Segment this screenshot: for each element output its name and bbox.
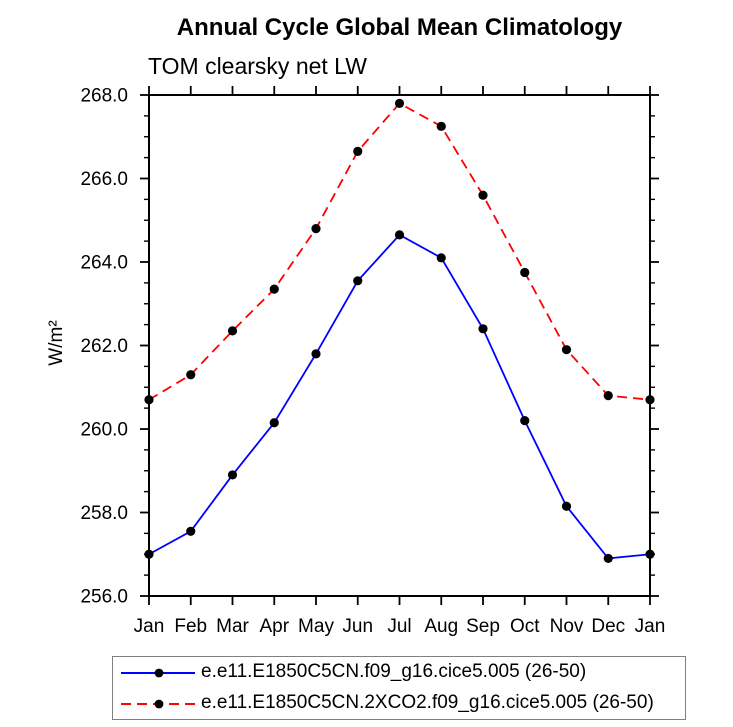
y-axis-tick-label: 256.0 bbox=[80, 587, 128, 608]
series-1-marker bbox=[269, 418, 279, 428]
legend-label: e.e11.E1850C5CN.f09_g16.cice5.005 (26-50… bbox=[201, 661, 587, 682]
series-line-2 bbox=[148, 102, 651, 401]
chart-subtitle: TOM clearsky net LW bbox=[148, 53, 367, 79]
series-1-marker bbox=[353, 276, 363, 286]
series-1-marker bbox=[603, 553, 613, 564]
legend-label: e.e11.E1850C5CN.2XCO2.f09_g16.cice5.005 … bbox=[201, 692, 654, 713]
legend-line-sample-solid bbox=[121, 668, 195, 678]
series-1-marker bbox=[227, 470, 238, 480]
series-1-marker bbox=[394, 230, 405, 240]
x-axis-tick-label: Jan bbox=[134, 616, 165, 637]
x-axis-tick-label: Sep bbox=[466, 616, 500, 637]
x-axis-tick-label: Dec bbox=[591, 616, 625, 637]
series-1-marker bbox=[520, 416, 530, 426]
legend-marker-dot bbox=[154, 699, 164, 709]
y-axis-tick-label: 266.0 bbox=[80, 169, 128, 190]
series-2-marker bbox=[478, 190, 488, 200]
series-2-marker bbox=[603, 391, 613, 401]
x-axis-tick-label: Apr bbox=[259, 616, 289, 637]
series-1-marker bbox=[144, 549, 154, 559]
legend-box: e.e11.E1850C5CN.f09_g16.cice5.005 (26-50… bbox=[112, 656, 686, 720]
x-axis-tick-label: Jun bbox=[342, 616, 373, 637]
series-2-marker bbox=[561, 345, 572, 355]
x-axis-tick-label: Jan bbox=[635, 616, 666, 637]
plot-frame bbox=[148, 94, 651, 597]
series-1-marker bbox=[645, 549, 655, 559]
series-1-marker bbox=[436, 253, 446, 263]
x-axis-tick-label: May bbox=[298, 616, 334, 637]
x-axis-tick-label: Mar bbox=[216, 616, 249, 637]
series-2-marker bbox=[394, 98, 405, 108]
y-axis-tick-label: 262.0 bbox=[80, 336, 128, 357]
series-2-marker bbox=[353, 146, 363, 156]
series-2-marker bbox=[227, 326, 238, 336]
series-2-marker bbox=[269, 284, 279, 294]
x-axis-tick-label: Feb bbox=[174, 616, 207, 637]
series-1-marker bbox=[478, 324, 488, 334]
y-axis-tick-label: 258.0 bbox=[80, 503, 128, 524]
y-axis-tick-label: 268.0 bbox=[80, 86, 128, 107]
plot-svg: 256.0 258.0 260.0 262.0 264.0 266.0 268.0 Jan Fe… bbox=[80, 86, 666, 638]
series-2-marker bbox=[645, 395, 655, 405]
series-1-marker bbox=[186, 526, 196, 536]
series-2-marker bbox=[520, 267, 530, 278]
legend-line-sample-dashed bbox=[121, 699, 195, 709]
series-line-1 bbox=[148, 233, 651, 560]
legend-item-1: e.e11.E1850C5CN.f09_g16.cice5.005 (26-50… bbox=[118, 660, 586, 684]
series-2-marker bbox=[186, 370, 196, 380]
series-1-marker bbox=[561, 501, 572, 511]
legend-item-2: e.e11.E1850C5CN.2XCO2.f09_g16.cice5.005 … bbox=[118, 691, 654, 715]
y-axis-tick-label: 264.0 bbox=[80, 253, 128, 274]
x-axis-tick-label: Jul bbox=[387, 616, 411, 637]
legend-marker-dot bbox=[154, 668, 164, 678]
chart-title: Annual Cycle Global Mean Climatology bbox=[176, 14, 623, 41]
x-axis-tick-label: Aug bbox=[424, 616, 458, 637]
x-axis-tick-label: Oct bbox=[510, 616, 540, 637]
y-axis-tick-label: 260.0 bbox=[80, 420, 128, 441]
series-1-marker bbox=[311, 349, 321, 359]
series-2-marker bbox=[436, 121, 446, 131]
series-2-marker bbox=[311, 224, 321, 234]
series-2-marker bbox=[144, 395, 154, 405]
x-axis-tick-label: Nov bbox=[550, 616, 584, 637]
